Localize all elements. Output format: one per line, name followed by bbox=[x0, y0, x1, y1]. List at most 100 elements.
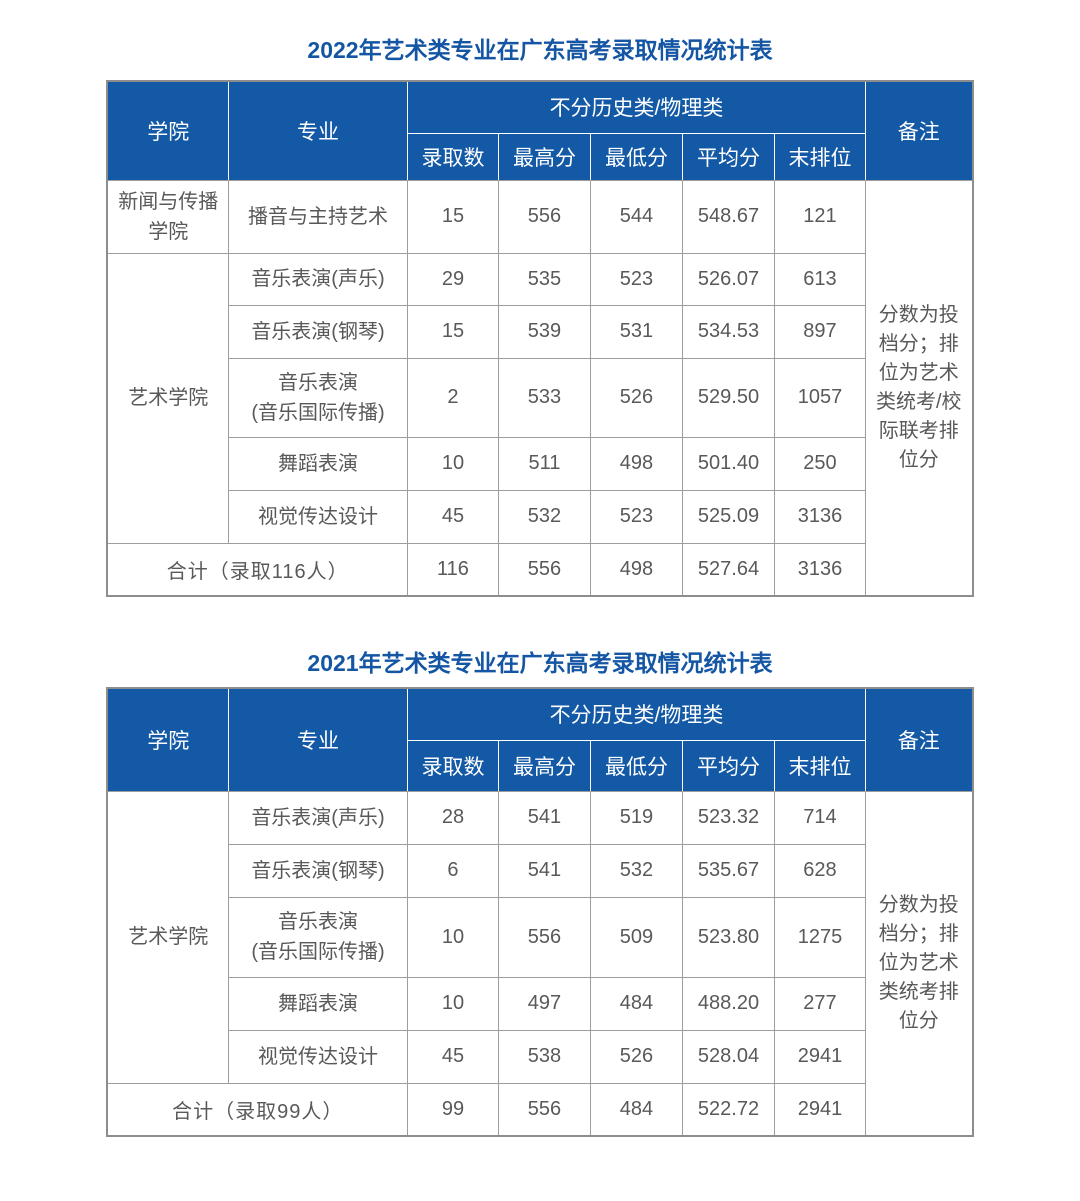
cell-min-score: 519 bbox=[589, 790, 683, 845]
cell-max-score: 541 bbox=[497, 790, 591, 845]
cell-last-rank: 2941 bbox=[773, 1029, 867, 1084]
header-count: 录取数 bbox=[406, 739, 499, 792]
cell-last-rank: 613 bbox=[773, 252, 867, 306]
cell-max-score: 497 bbox=[497, 976, 591, 1031]
cell-major: 音乐表演(声乐) bbox=[227, 252, 408, 306]
cell-major: 舞蹈表演 bbox=[227, 436, 408, 491]
cell-avg-score: 522.72 bbox=[681, 1082, 775, 1137]
table-row: 舞蹈表演 10 511 498 501.40 250 bbox=[107, 436, 972, 491]
admission-table-2022: 学院 专业 不分历史类/物理类 备注 录取数 最高分 最低分 平均分 末排位 新… bbox=[106, 80, 974, 597]
total-row: 合计（录取99人） 99 556 484 522.72 2941 bbox=[106, 1082, 972, 1137]
cell-avg-score: 523.80 bbox=[681, 896, 775, 978]
cell-count: 10 bbox=[406, 436, 499, 491]
header-remark: 备注 bbox=[865, 80, 973, 181]
header-last-rank: 末排位 bbox=[773, 132, 867, 181]
cell-min-score: 509 bbox=[589, 896, 683, 978]
table-row: 音乐表演(钢琴) 6 541 532 535.67 628 bbox=[107, 843, 972, 898]
cell-last-rank: 3136 bbox=[773, 542, 867, 597]
cell-avg-score: 548.67 bbox=[681, 179, 775, 254]
cell-max-score: 539 bbox=[497, 304, 591, 359]
cell-min-score: 498 bbox=[589, 436, 683, 491]
cell-avg-score: 525.09 bbox=[681, 489, 775, 544]
cell-major: 音乐表演(钢琴) bbox=[227, 843, 408, 898]
cell-last-rank: 121 bbox=[773, 179, 867, 254]
cell-total-label: 合计（录取99人） bbox=[106, 1082, 408, 1137]
cell-college: 艺术学院 bbox=[106, 252, 229, 544]
cell-last-rank: 897 bbox=[773, 304, 867, 359]
table-row: 音乐表演 (音乐国际传播) 2 533 526 529.50 1057 bbox=[107, 357, 972, 438]
header-max-score: 最高分 bbox=[497, 739, 591, 792]
cell-college: 新闻与传播学院 bbox=[106, 179, 229, 254]
table-row: 视觉传达设计 45 538 526 528.04 2941 bbox=[107, 1029, 972, 1084]
cell-avg-score: 529.50 bbox=[681, 357, 775, 438]
header-min-score: 最低分 bbox=[589, 132, 683, 181]
cell-major: 舞蹈表演 bbox=[227, 976, 408, 1031]
header-major: 专业 bbox=[227, 80, 408, 181]
table-row: 音乐表演 (音乐国际传播) 10 556 509 523.80 1275 bbox=[107, 896, 972, 978]
cell-min-score: 531 bbox=[589, 304, 683, 359]
header-major: 专业 bbox=[227, 687, 408, 792]
cell-remark: 分数为投档分；排位为艺术类统考排位分 bbox=[865, 790, 973, 1137]
cell-count: 116 bbox=[406, 542, 499, 597]
cell-count: 10 bbox=[406, 896, 499, 978]
cell-count: 99 bbox=[406, 1082, 499, 1137]
cell-last-rank: 1275 bbox=[773, 896, 867, 978]
cell-max-score: 535 bbox=[497, 252, 591, 306]
table-row: 艺术学院 音乐表演(声乐) 29 535 523 526.07 613 bbox=[106, 252, 972, 544]
header-avg-score: 平均分 bbox=[681, 739, 775, 792]
cell-avg-score: 488.20 bbox=[681, 976, 775, 1031]
cell-min-score: 526 bbox=[589, 357, 683, 438]
cell-avg-score: 526.07 bbox=[681, 252, 775, 306]
cell-max-score: 532 bbox=[497, 489, 591, 544]
cell-min-score: 532 bbox=[589, 843, 683, 898]
cell-count: 15 bbox=[406, 179, 499, 254]
cell-major: 视觉传达设计 bbox=[227, 1029, 408, 1084]
cell-college: 艺术学院 bbox=[106, 790, 229, 1084]
cell-min-score: 523 bbox=[589, 252, 683, 306]
cell-last-rank: 277 bbox=[773, 976, 867, 1031]
admission-table-2021: 学院 专业 不分历史类/物理类 备注 录取数 最高分 最低分 平均分 末排位 艺… bbox=[106, 687, 974, 1137]
table-row: 舞蹈表演 10 497 484 488.20 277 bbox=[107, 976, 972, 1031]
cell-max-score: 556 bbox=[497, 179, 591, 254]
cell-max-score: 538 bbox=[497, 1029, 591, 1084]
cell-avg-score: 535.67 bbox=[681, 843, 775, 898]
cell-last-rank: 3136 bbox=[773, 489, 867, 544]
cell-major: 音乐表演(声乐) bbox=[227, 790, 408, 845]
cell-major: 视觉传达设计 bbox=[227, 489, 408, 544]
header-count: 录取数 bbox=[406, 132, 499, 181]
table-row: 新闻与传播学院 播音与主持艺术 15 556 544 548.67 121 分数… bbox=[106, 179, 973, 597]
header-category-group: 不分历史类/物理类 bbox=[406, 687, 867, 741]
cell-avg-score: 527.64 bbox=[681, 542, 775, 597]
cell-avg-score: 501.40 bbox=[681, 436, 775, 491]
table-row: 视觉传达设计 45 532 523 525.09 3136 bbox=[107, 489, 972, 544]
cell-last-rank: 250 bbox=[773, 436, 867, 491]
cell-max-score: 511 bbox=[497, 436, 591, 491]
cell-major: 音乐表演 (音乐国际传播) bbox=[227, 357, 408, 438]
cell-min-score: 526 bbox=[589, 1029, 683, 1084]
cell-count: 2 bbox=[406, 357, 499, 438]
header-college: 学院 bbox=[106, 687, 229, 792]
article-page: 2022年艺术类专业在广东高考录取情况统计表 学院 专业 不分历史类/物理类 备… bbox=[106, 37, 974, 1137]
header-category-group: 不分历史类/物理类 bbox=[406, 80, 867, 134]
cell-major: 音乐表演(钢琴) bbox=[227, 304, 408, 359]
cell-count: 45 bbox=[406, 489, 499, 544]
cell-max-score: 556 bbox=[497, 542, 591, 597]
cell-last-rank: 2941 bbox=[773, 1082, 867, 1137]
cell-avg-score: 534.53 bbox=[681, 304, 775, 359]
table-row: 音乐表演(钢琴) 15 539 531 534.53 897 bbox=[107, 304, 972, 359]
cell-count: 28 bbox=[406, 790, 499, 845]
cell-min-score: 544 bbox=[589, 179, 683, 254]
header-last-rank: 末排位 bbox=[773, 739, 867, 792]
header-min-score: 最低分 bbox=[589, 739, 683, 792]
total-row: 合计（录取116人） 116 556 498 527.64 3136 bbox=[106, 542, 972, 597]
cell-last-rank: 628 bbox=[773, 843, 867, 898]
cell-count: 15 bbox=[406, 304, 499, 359]
cell-count: 6 bbox=[406, 843, 499, 898]
cell-min-score: 523 bbox=[589, 489, 683, 544]
cell-min-score: 484 bbox=[589, 1082, 683, 1137]
table-row: 艺术学院 音乐表演(声乐) 28 541 519 523.32 714 分数为投… bbox=[106, 790, 973, 1137]
cell-count: 29 bbox=[406, 252, 499, 306]
cell-count: 10 bbox=[406, 976, 499, 1031]
cell-max-score: 541 bbox=[497, 843, 591, 898]
table-title-2022: 2022年艺术类专业在广东高考录取情况统计表 bbox=[307, 37, 773, 63]
